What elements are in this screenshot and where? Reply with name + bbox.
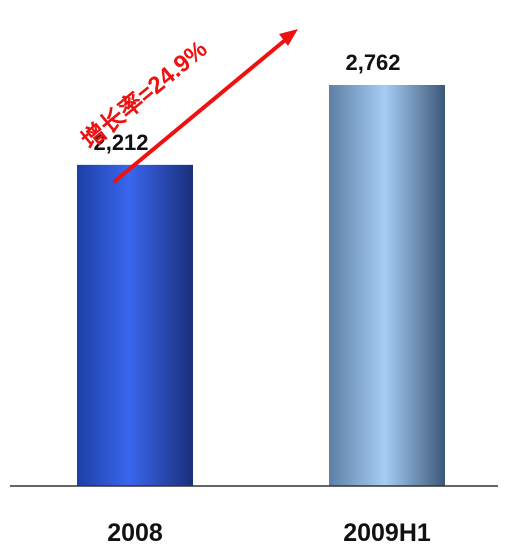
growth-arrow-head bbox=[279, 29, 298, 46]
category-label-2009h1: 2009H1 bbox=[343, 519, 431, 547]
labels-group: 2,212 2008 2,762 2009H1 bbox=[93, 50, 430, 547]
bar-2008 bbox=[77, 164, 193, 486]
value-label-2009h1: 2,762 bbox=[345, 50, 400, 75]
bars-group bbox=[77, 85, 445, 486]
category-label-2008: 2008 bbox=[107, 519, 163, 547]
growth-annotation: 增长率=24.9% bbox=[76, 29, 298, 183]
value-label-2008: 2,212 bbox=[93, 130, 148, 155]
bar-2009h1 bbox=[329, 85, 445, 486]
growth-arrow-shaft bbox=[113, 39, 286, 183]
